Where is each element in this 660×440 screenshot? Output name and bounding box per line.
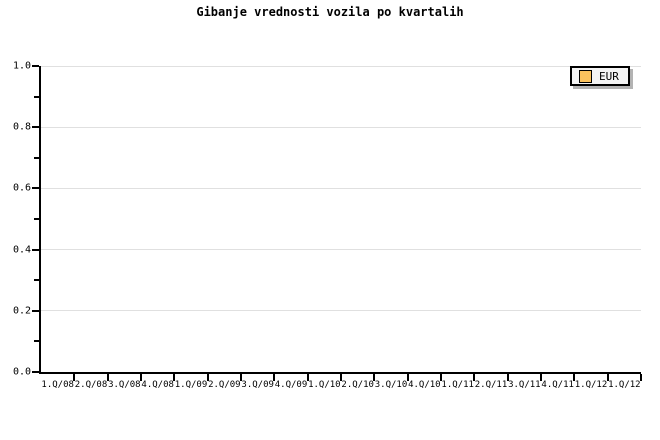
x-tick-label: 1.Q/11 <box>441 380 474 390</box>
y-gridline <box>41 126 641 128</box>
x-tick-label: 1.Q/09 <box>174 380 208 390</box>
x-tick-label: 2.Q/09 <box>208 380 241 390</box>
y-tick-major <box>32 187 39 190</box>
x-tick-label: 3.Q/09 <box>241 380 274 390</box>
x-tick-label: 3.Q/08 <box>108 380 141 390</box>
legend-label: EUR <box>599 69 619 83</box>
y-tick-minor <box>34 279 39 282</box>
y-gridline <box>41 65 641 67</box>
y-tick-label: 0.8 <box>12 121 31 133</box>
x-tick <box>206 374 209 381</box>
x-tick <box>373 374 376 381</box>
x-tick <box>306 374 309 381</box>
chart-title: Gibanje vrednosti vozila po kvartalih <box>196 5 464 19</box>
y-gridline <box>41 310 641 312</box>
y-tick-major <box>32 126 39 129</box>
x-tick-label: 4.Q/10 <box>408 380 441 390</box>
y-gridline <box>41 249 641 251</box>
legend-item-eur[interactable]: EUR <box>570 66 630 86</box>
y-tick-major <box>32 309 39 312</box>
y-tick-minor <box>34 95 39 98</box>
y-tick-minor <box>34 340 39 343</box>
x-tick <box>173 374 176 381</box>
x-tick-label: 1.Q/08 <box>41 380 74 390</box>
x-tick <box>106 374 109 381</box>
x-tick <box>573 374 576 381</box>
plot-area: 0.0 0.2 0.4 0.6 0.8 1.0 1.Q/08 2.Q/08 3.Q/08 4.Q… <box>13 61 642 390</box>
y-tick-label: 0.6 <box>12 182 31 194</box>
x-tick-label: 3.Q/11 <box>508 380 541 390</box>
x-tick <box>406 374 409 381</box>
x-tick <box>473 374 476 381</box>
x-tick-label: 2.Q/11 <box>474 380 508 390</box>
x-tick-label: 1.Q/10 <box>308 380 341 390</box>
x-tick-label: 4.Q/09 <box>274 380 308 390</box>
x-tick-label: 2.Q/10 <box>341 380 374 390</box>
x-tick <box>73 374 76 381</box>
y-tick-major <box>32 65 39 67</box>
y-tick-label: 0.4 <box>12 244 31 256</box>
x-tick <box>640 374 642 381</box>
x-tick-label: 4.Q/11 <box>541 380 574 390</box>
x-tick-label: 1.Q/12 <box>608 380 641 390</box>
x-tick <box>273 374 276 381</box>
x-tick <box>606 374 609 381</box>
eur-series-swatch-icon <box>579 69 592 83</box>
y-tick-label: 0.2 <box>12 305 31 317</box>
y-tick-major <box>32 371 39 373</box>
y-tick-label: 1.0 <box>12 60 31 72</box>
x-tick <box>506 374 509 381</box>
x-tick-label: 2.Q/08 <box>74 380 108 390</box>
y-gridline <box>41 187 641 189</box>
y-tick-minor <box>34 218 39 220</box>
x-tick <box>140 374 142 381</box>
x-tick-label: 1.Q/12 <box>574 380 608 390</box>
y-tick-label: 0.0 <box>12 366 31 378</box>
x-tick-label: 4.Q/08 <box>141 380 174 390</box>
y-tick-minor <box>34 156 39 159</box>
x-tick <box>340 374 342 381</box>
x-tick <box>440 374 442 381</box>
x-tick <box>540 374 542 381</box>
y-tick-major <box>32 248 39 251</box>
x-tick <box>240 374 242 381</box>
x-tick-label: 3.Q/10 <box>374 380 408 390</box>
